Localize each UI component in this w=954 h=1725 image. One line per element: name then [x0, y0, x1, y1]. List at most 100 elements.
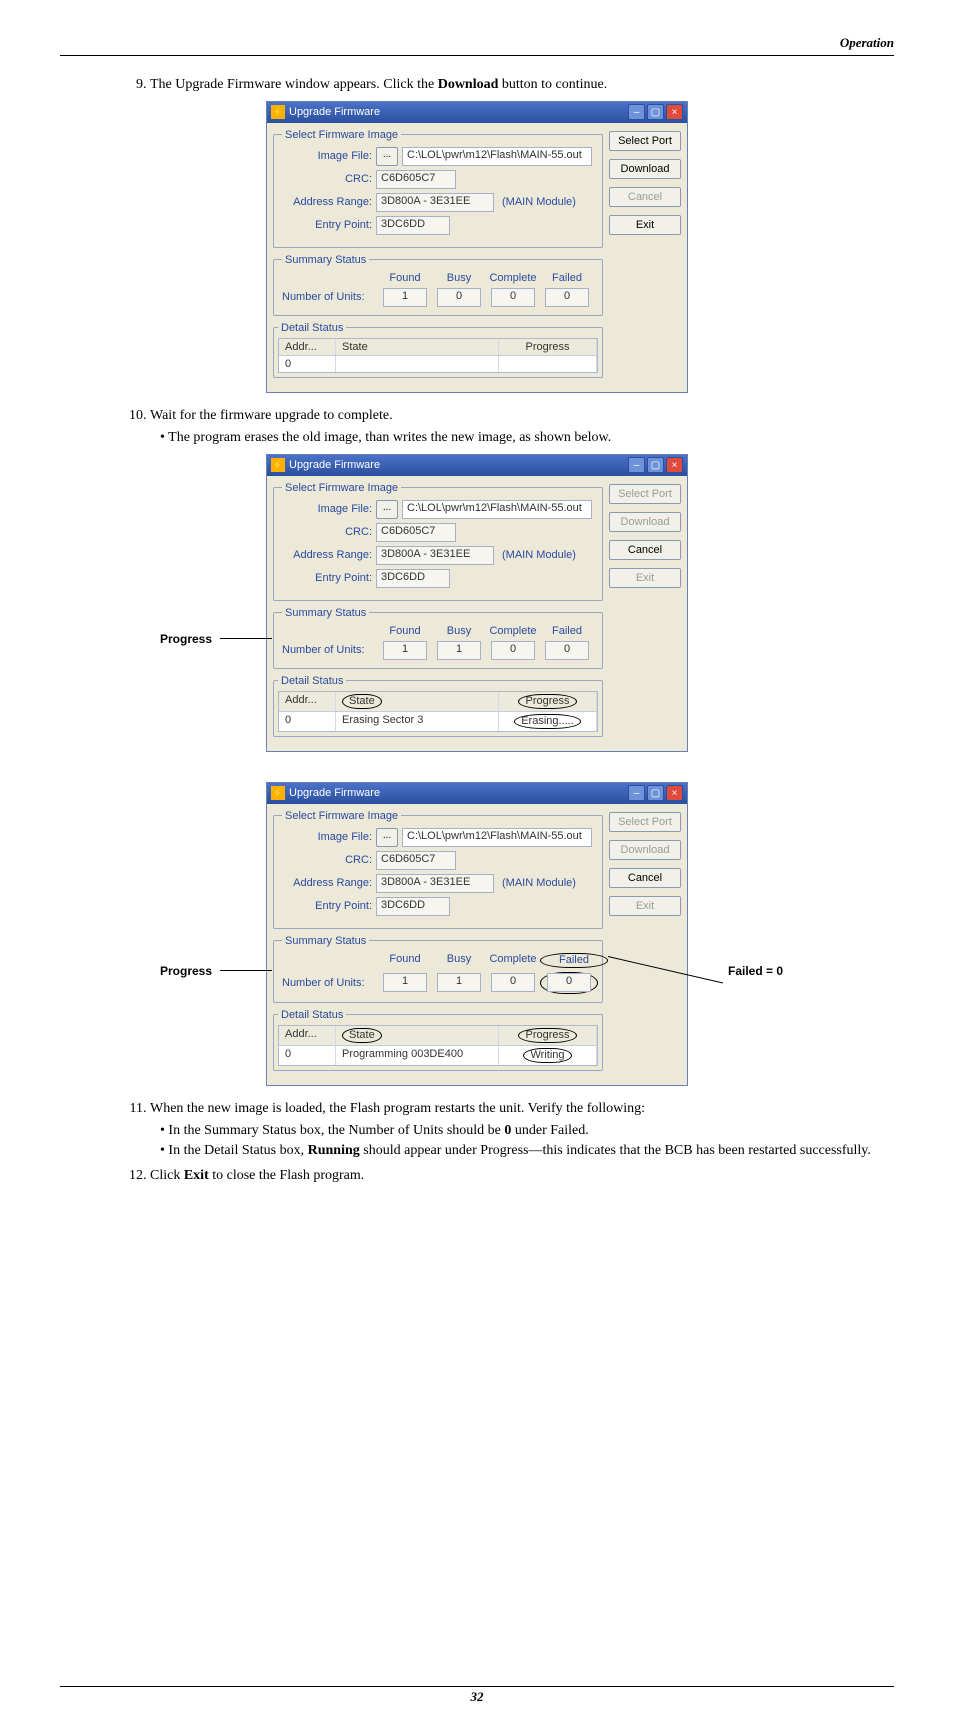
th-progress: Progress	[499, 339, 597, 355]
cell-progress	[499, 356, 597, 372]
address-range-value: 3D800A - 3E31EE	[376, 874, 494, 893]
entry-point-value: 3DC6DD	[376, 897, 450, 916]
maximize-icon[interactable]: ▢	[647, 104, 664, 120]
title-text: Upgrade Firmware	[289, 106, 628, 118]
detail-table: Addr... State Progress 0	[278, 338, 598, 373]
group-legend: Summary Status	[282, 935, 369, 947]
step-9: The Upgrade Firmware window appears. Cli…	[150, 76, 894, 95]
crc-label: CRC:	[282, 526, 372, 538]
upgrade-firmware-dialog: ⚡ Upgrade Firmware – ▢ × Select Firmware…	[266, 782, 688, 1086]
select-firmware-group: Select Firmware Image Image File: ... C:…	[273, 129, 603, 248]
busy-value: 1	[437, 973, 481, 992]
select-firmware-group: Select Firmware Image Image File: ... C:…	[273, 810, 603, 929]
cancel-button[interactable]: Cancel	[609, 540, 681, 560]
cell-addr: 0	[279, 1046, 336, 1065]
crc-label: CRC:	[282, 173, 372, 185]
close-icon[interactable]: ×	[666, 457, 683, 473]
group-legend: Detail Status	[278, 675, 346, 687]
num-units-label: Number of Units:	[282, 977, 378, 989]
browse-button[interactable]: ...	[376, 147, 398, 166]
download-button: Download	[609, 512, 681, 532]
select-button: Select Port	[609, 484, 681, 504]
failed-value: 0	[545, 288, 589, 307]
group-legend: Select Firmware Image	[282, 810, 401, 822]
th-progress: Progress	[499, 1026, 597, 1045]
upgrade-firmware-dialog: ⚡ Upgrade Firmware – ▢ × Select Firmware…	[266, 454, 688, 752]
browse-button[interactable]: ...	[376, 500, 398, 519]
close-icon[interactable]: ×	[666, 104, 683, 120]
download-button[interactable]: Download	[609, 159, 681, 179]
select-button[interactable]: Select Port	[609, 131, 681, 151]
failed-value: 0	[545, 641, 589, 660]
address-range-label: Address Range:	[282, 196, 372, 208]
found-value: 1	[383, 288, 427, 307]
detail-table: Addr... State Progress 0 Programming 003…	[278, 1025, 598, 1066]
select-button: Select Port	[609, 812, 681, 832]
minimize-icon[interactable]: –	[628, 104, 645, 120]
image-file-label: Image File:	[282, 150, 372, 162]
upgrade-firmware-dialog: ⚡ Upgrade Firmware – ▢ × Select Firmware…	[266, 101, 688, 393]
summary-status-group: Summary Status FoundBusyComplete Failed …	[273, 254, 603, 316]
step-11-b1: In the Summary Status box, the Number of…	[160, 1122, 894, 1141]
detail-status-group: Detail Status Addr... State Progress 0 P…	[273, 1009, 603, 1071]
busy-value: 1	[437, 641, 481, 660]
cancel-button[interactable]: Cancel	[609, 868, 681, 888]
image-file-label: Image File:	[282, 503, 372, 515]
maximize-icon[interactable]: ▢	[647, 457, 664, 473]
cell-state: Erasing Sector 3	[336, 712, 499, 731]
address-range-label: Address Range:	[282, 877, 372, 889]
entry-point-value: 3DC6DD	[376, 569, 450, 588]
cell-addr: 0	[279, 712, 336, 731]
th-state: State	[336, 339, 499, 355]
module-label: (MAIN Module)	[502, 549, 576, 561]
detail-status-group: Detail Status Addr... State Progress 0 E…	[273, 675, 603, 737]
detail-table: Addr... State Progress 0 Erasing Sector …	[278, 691, 598, 732]
crc-label: CRC:	[282, 854, 372, 866]
crc-value: C6D605C7	[376, 851, 456, 870]
maximize-icon[interactable]: ▢	[647, 785, 664, 801]
browse-button[interactable]: ...	[376, 828, 398, 847]
close-icon[interactable]: ×	[666, 785, 683, 801]
group-legend: Detail Status	[278, 1009, 346, 1021]
step-11: When the new image is loaded, the Flash …	[150, 1100, 894, 1162]
entry-point-label: Entry Point:	[282, 900, 372, 912]
entry-point-label: Entry Point:	[282, 219, 372, 231]
minimize-icon[interactable]: –	[628, 785, 645, 801]
cell-addr: 0	[279, 356, 336, 372]
complete-value: 0	[491, 641, 535, 660]
page-header: Operation	[60, 35, 894, 56]
summary-header: FoundBusyComplete Failed	[378, 272, 594, 284]
cell-state	[336, 356, 499, 372]
address-range-value: 3D800A - 3E31EE	[376, 546, 494, 565]
found-value: 1	[383, 973, 427, 992]
cell-state: Programming 003DE400	[336, 1046, 499, 1065]
found-value: 1	[383, 641, 427, 660]
summary-header: FoundBusyComplete Failed	[378, 953, 594, 968]
title-bar: ⚡ Upgrade Firmware – ▢ ×	[267, 102, 687, 123]
step-11-b2: In the Detail Status box, Running should…	[160, 1142, 894, 1161]
crc-value: C6D605C7	[376, 523, 456, 542]
exit-button: Exit	[609, 568, 681, 588]
callout-line	[220, 638, 272, 639]
image-file-path[interactable]: C:\LOL\pwr\m12\Flash\MAIN-55.out	[402, 147, 592, 166]
step-10-b1: The program erases the old image, than w…	[160, 429, 894, 448]
download-button: Download	[609, 840, 681, 860]
image-file-label: Image File:	[282, 831, 372, 843]
busy-value: 0	[437, 288, 481, 307]
app-icon: ⚡	[271, 786, 285, 800]
exit-button[interactable]: Exit	[609, 215, 681, 235]
image-file-path[interactable]: C:\LOL\pwr\m12\Flash\MAIN-55.out	[402, 500, 592, 519]
group-legend: Detail Status	[278, 322, 346, 334]
callout-progress-1: Progress	[160, 632, 212, 646]
minimize-icon[interactable]: –	[628, 457, 645, 473]
step-10: Wait for the firmware upgrade to complet…	[150, 407, 894, 448]
th-state: State	[336, 692, 499, 711]
th-addr: Addr...	[279, 339, 336, 355]
module-label: (MAIN Module)	[502, 196, 576, 208]
complete-value: 0	[491, 288, 535, 307]
summary-status-group: Summary Status FoundBusyComplete Failed …	[273, 607, 603, 669]
app-icon: ⚡	[271, 458, 285, 472]
th-progress: Progress	[499, 692, 597, 711]
image-file-path[interactable]: C:\LOL\pwr\m12\Flash\MAIN-55.out	[402, 828, 592, 847]
entry-point-label: Entry Point:	[282, 572, 372, 584]
